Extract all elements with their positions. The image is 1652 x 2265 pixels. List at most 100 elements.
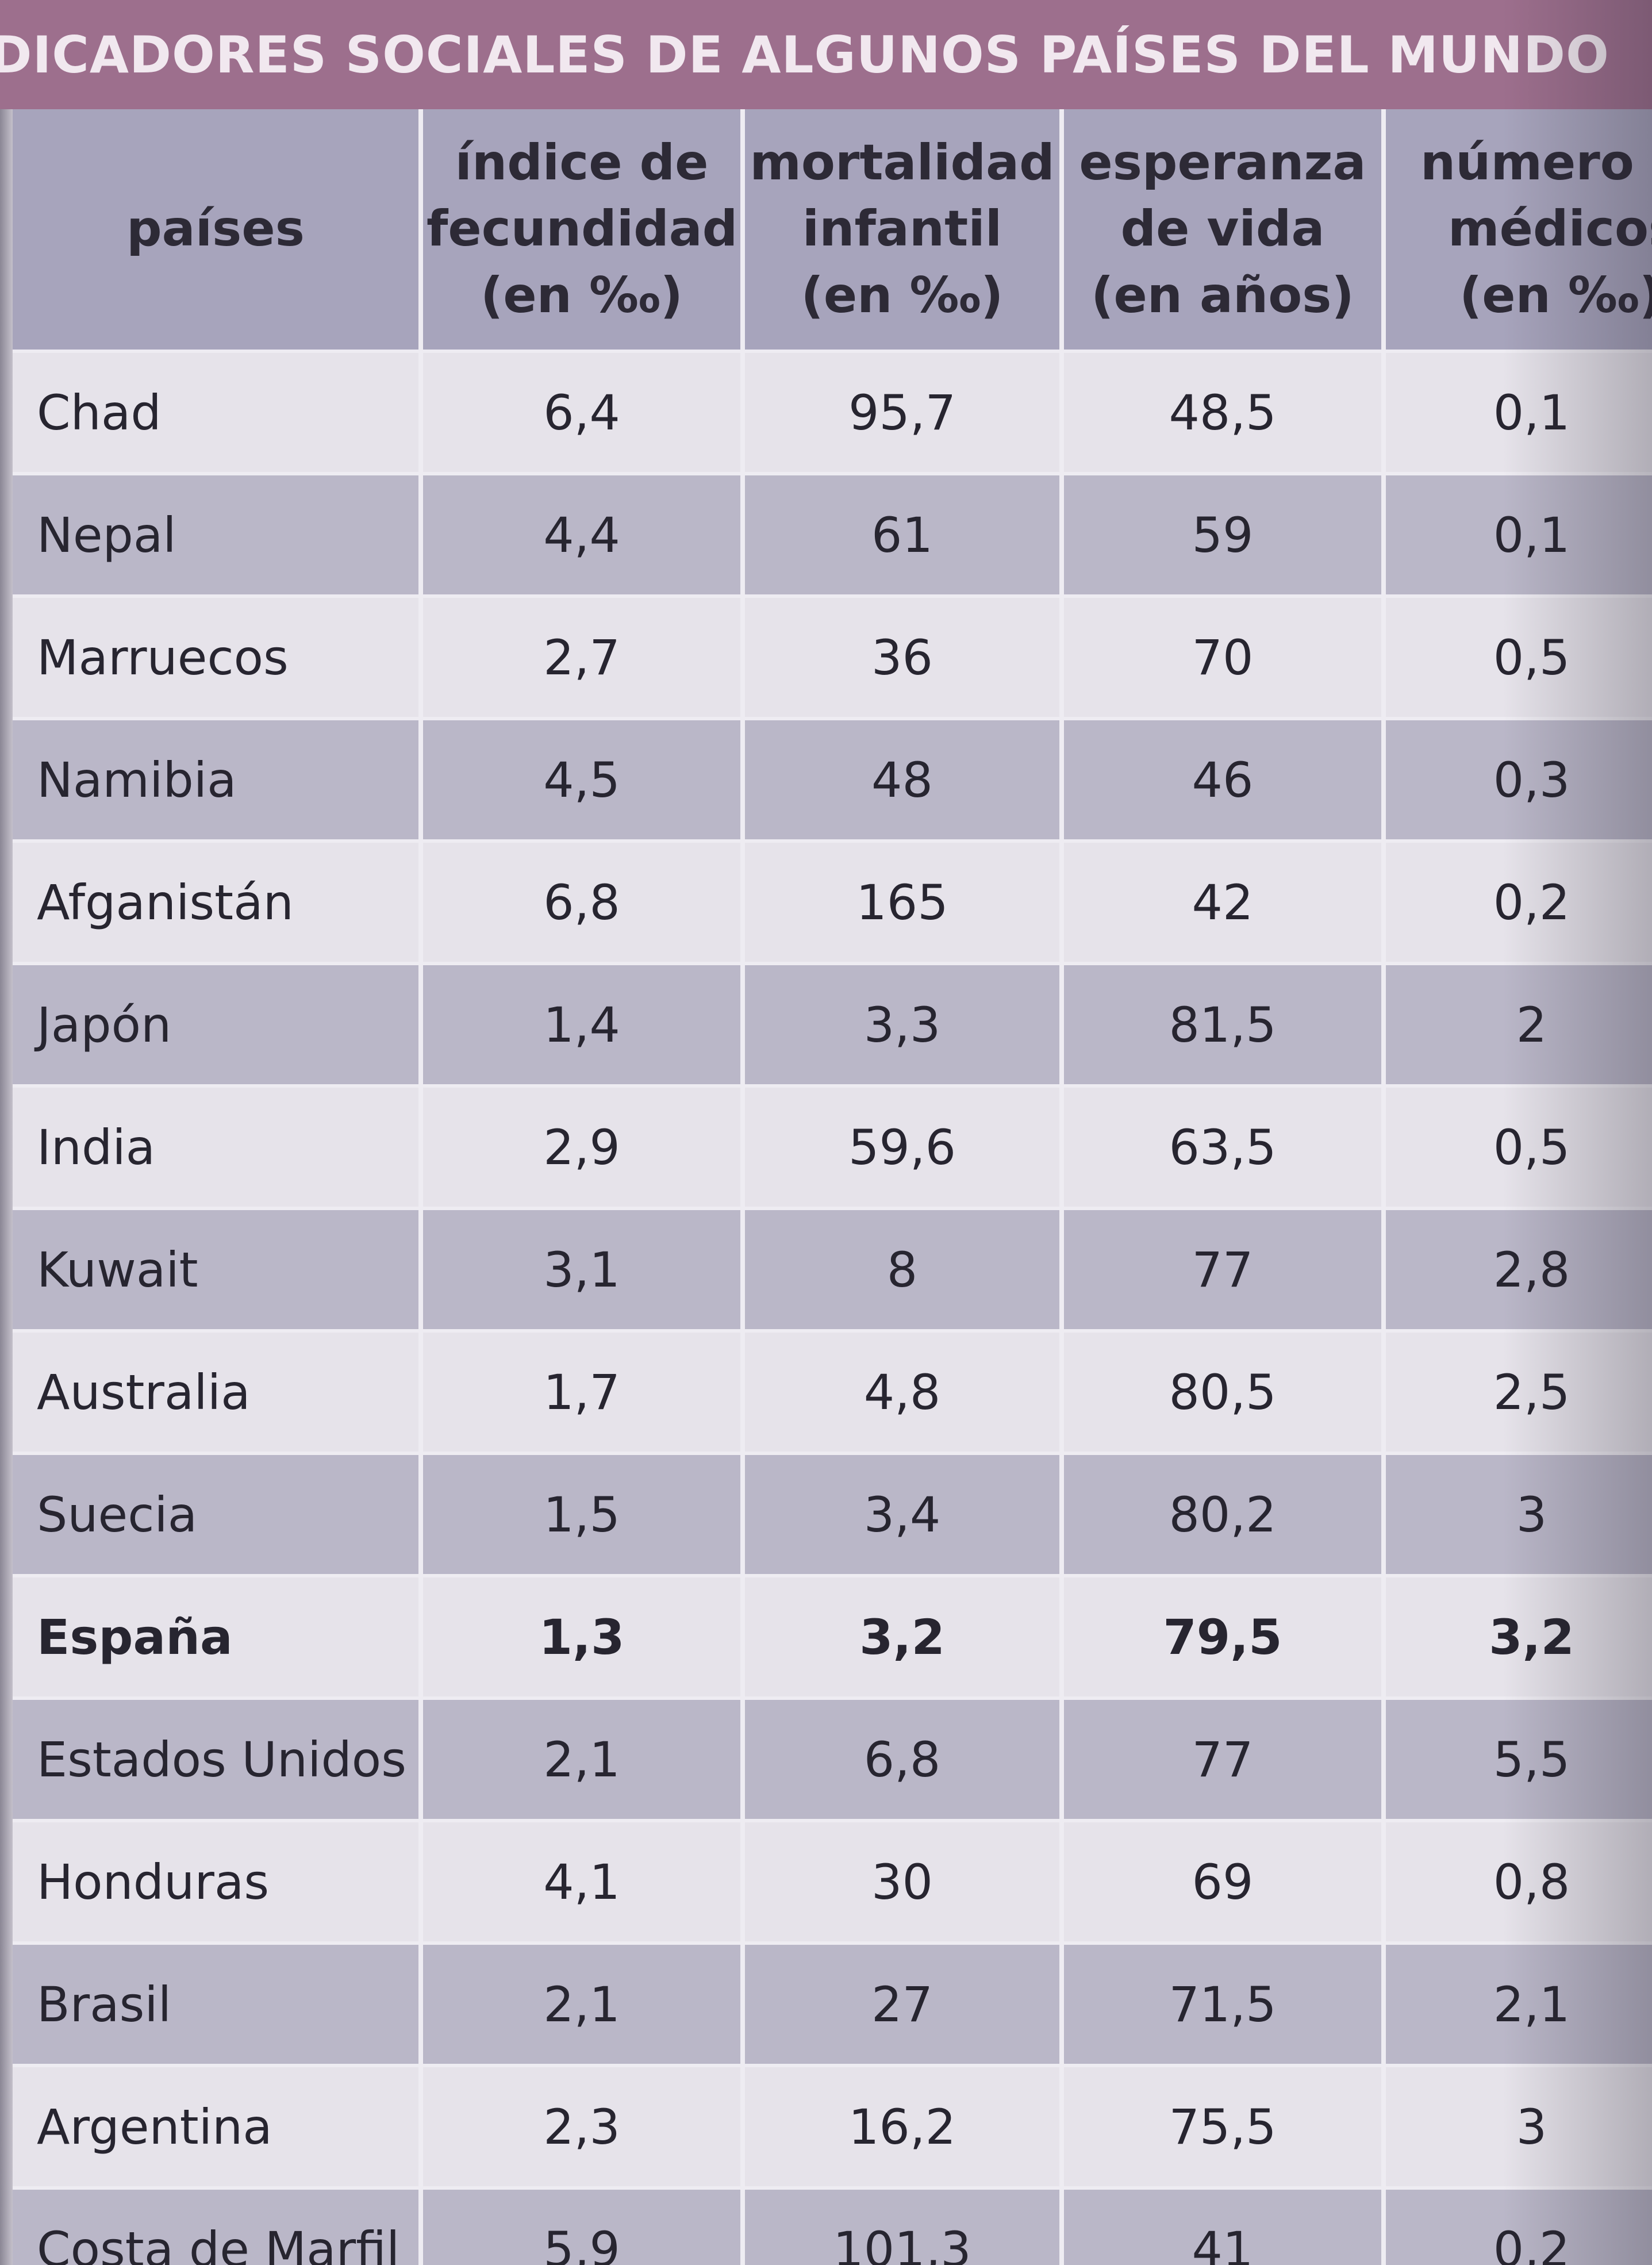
medicos-cell: 0,8 <box>1381 1819 1652 1945</box>
country-cell: Estados Unidos <box>13 1696 423 1822</box>
country-cell: Afganistán <box>13 839 423 965</box>
country-cell: Namibia <box>13 717 423 843</box>
esperanza-cell: 63,5 <box>1059 1084 1386 1210</box>
fecundidad-cell: 2,9 <box>418 1084 745 1210</box>
mortalidad-cell: 3,3 <box>740 962 1064 1088</box>
table-row: Argentina 2,3 16,2 75,5 3 <box>13 2064 1652 2190</box>
fecundidad-cell: 1,3 <box>418 1574 745 1700</box>
medicos-cell: 0,5 <box>1381 1084 1652 1210</box>
country-cell: Brasil <box>13 1941 423 2067</box>
mortalidad-cell: 8 <box>740 1207 1064 1333</box>
country-cell: Suecia <box>13 1452 423 1577</box>
mortalidad-cell: 48 <box>740 717 1064 843</box>
medicos-cell: 2 <box>1381 962 1652 1088</box>
medicos-cell: 0,3 <box>1381 717 1652 843</box>
table-row: Nepal 4,4 61 59 0,1 <box>13 472 1652 598</box>
fecundidad-cell: 4,4 <box>418 472 745 598</box>
table-row: Costa de Marfil 5,9 101,3 41 0,2 <box>13 2186 1652 2265</box>
fecundidad-cell: 1,4 <box>418 962 745 1088</box>
esperanza-cell: 41 <box>1059 2186 1386 2265</box>
esperanza-cell: 70 <box>1059 594 1386 720</box>
country-cell: Chad <box>13 350 423 475</box>
mortalidad-cell: 165 <box>740 839 1064 965</box>
table-row: Brasil 2,1 27 71,5 2,1 <box>13 1941 1652 2067</box>
medicos-cell: 3 <box>1381 2064 1652 2190</box>
esperanza-cell: 77 <box>1059 1696 1386 1822</box>
title-bar: INDICADORES SOCIALES DE ALGUNOS PAÍSES D… <box>0 0 1652 109</box>
fecundidad-cell: 6,4 <box>418 350 745 475</box>
medicos-cell: 0,1 <box>1381 472 1652 598</box>
medicos-cell: 2,8 <box>1381 1207 1652 1333</box>
medicos-cell: 5,5 <box>1381 1696 1652 1822</box>
country-cell: Nepal <box>13 472 423 598</box>
header-paises: países <box>13 109 423 351</box>
country-cell: Australia <box>13 1329 423 1455</box>
esperanza-cell: 79,5 <box>1059 1574 1386 1700</box>
esperanza-cell: 42 <box>1059 839 1386 965</box>
mortalidad-cell: 95,7 <box>740 350 1064 475</box>
fecundidad-cell: 1,5 <box>418 1452 745 1577</box>
fecundidad-cell: 5,9 <box>418 2186 745 2265</box>
medicos-cell: 0,2 <box>1381 839 1652 965</box>
fecundidad-cell: 2,1 <box>418 1941 745 2067</box>
mortalidad-cell: 36 <box>740 594 1064 720</box>
country-cell: Argentina <box>13 2064 423 2190</box>
table-row: Suecia 1,5 3,4 80,2 3 <box>13 1452 1652 1577</box>
header-medicos: número d médicos (en ‰) <box>1381 109 1652 351</box>
table-row: Chad 6,4 95,7 48,5 0,1 <box>13 350 1652 475</box>
mortalidad-cell: 61 <box>740 472 1064 598</box>
mortalidad-cell: 3,4 <box>740 1452 1064 1577</box>
esperanza-cell: 71,5 <box>1059 1941 1386 2067</box>
medicos-cell: 2,1 <box>1381 1941 1652 2067</box>
table-row: Honduras 4,1 30 69 0,8 <box>13 1819 1652 1945</box>
table-row: Australia 1,7 4,8 80,5 2,5 <box>13 1329 1652 1455</box>
country-cell: India <box>13 1084 423 1210</box>
esperanza-cell: 75,5 <box>1059 2064 1386 2190</box>
fecundidad-cell: 3,1 <box>418 1207 745 1333</box>
country-cell: Japón <box>13 962 423 1088</box>
mortalidad-cell: 3,2 <box>740 1574 1064 1700</box>
medicos-cell: 3 <box>1381 1452 1652 1577</box>
header-row: países índice de fecundidad (en ‰) morta… <box>13 109 1652 351</box>
medicos-cell: 2,5 <box>1381 1329 1652 1455</box>
fecundidad-cell: 2,7 <box>418 594 745 720</box>
fecundidad-cell: 4,1 <box>418 1819 745 1945</box>
indicators-table: países índice de fecundidad (en ‰) morta… <box>13 109 1652 2265</box>
mortalidad-cell: 27 <box>740 1941 1064 2067</box>
fecundidad-cell: 2,3 <box>418 2064 745 2190</box>
mortalidad-cell: 6,8 <box>740 1696 1064 1822</box>
country-cell: Kuwait <box>13 1207 423 1333</box>
esperanza-cell: 80,5 <box>1059 1329 1386 1455</box>
table-row: España 1,3 3,2 79,5 3,2 <box>13 1574 1652 1700</box>
mortalidad-cell: 59,6 <box>740 1084 1064 1210</box>
country-cell: Marruecos <box>13 594 423 720</box>
table-row: Namibia 4,5 48 46 0,3 <box>13 717 1652 843</box>
esperanza-cell: 81,5 <box>1059 962 1386 1088</box>
header-mortalidad: mortalidad infantil (en ‰) <box>740 109 1064 351</box>
table-title: INDICADORES SOCIALES DE ALGUNOS PAÍSES D… <box>0 25 1609 85</box>
medicos-cell: 0,2 <box>1381 2186 1652 2265</box>
table-row: Japón 1,4 3,3 81,5 2 <box>13 962 1652 1088</box>
medicos-cell: 0,1 <box>1381 350 1652 475</box>
fecundidad-cell: 1,7 <box>418 1329 745 1455</box>
page-edge <box>0 0 14 2265</box>
esperanza-cell: 80,2 <box>1059 1452 1386 1577</box>
esperanza-cell: 48,5 <box>1059 350 1386 475</box>
mortalidad-cell: 101,3 <box>740 2186 1064 2265</box>
country-cell: Honduras <box>13 1819 423 1945</box>
country-cell: Costa de Marfil <box>13 2186 423 2265</box>
mortalidad-cell: 4,8 <box>740 1329 1064 1455</box>
esperanza-cell: 46 <box>1059 717 1386 843</box>
country-cell: España <box>13 1574 423 1700</box>
medicos-cell: 3,2 <box>1381 1574 1652 1700</box>
esperanza-cell: 77 <box>1059 1207 1386 1333</box>
header-fecundidad: índice de fecundidad (en ‰) <box>418 109 745 351</box>
esperanza-cell: 69 <box>1059 1819 1386 1945</box>
table-row: Afganistán 6,8 165 42 0,2 <box>13 839 1652 965</box>
mortalidad-cell: 16,2 <box>740 2064 1064 2190</box>
mortalidad-cell: 30 <box>740 1819 1064 1945</box>
esperanza-cell: 59 <box>1059 472 1386 598</box>
table-row: Kuwait 3,1 8 77 2,8 <box>13 1207 1652 1333</box>
fecundidad-cell: 4,5 <box>418 717 745 843</box>
